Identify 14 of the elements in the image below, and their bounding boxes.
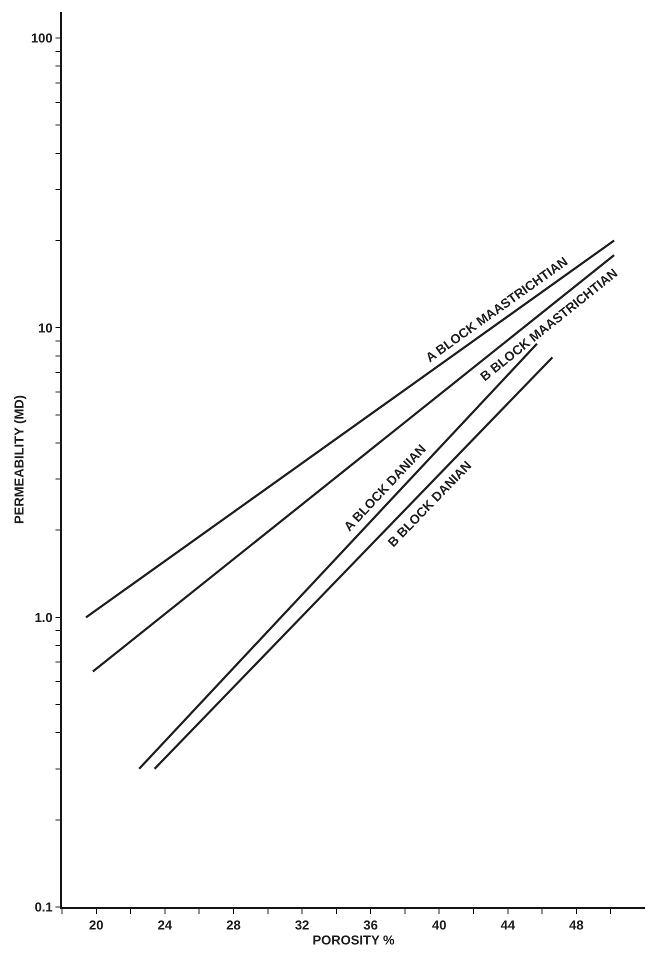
x-tick-label: 40	[432, 917, 446, 932]
x-tick-label: 20	[89, 917, 104, 932]
x-tick-label: 28	[226, 917, 241, 932]
x-tick-label: 44	[500, 917, 516, 932]
x-tick-label: 32	[294, 917, 310, 932]
x-tick-label: 24	[158, 917, 173, 932]
y-axis-title: PERMEABILITY (MD)	[11, 394, 26, 524]
x-tick-label: 48	[569, 917, 584, 932]
y-tick-label: 1.0	[34, 610, 53, 625]
y-tick-label: 10	[38, 320, 53, 336]
y-tick-label: 100	[30, 30, 53, 46]
x-tick-label: 36	[363, 917, 378, 932]
y-tick-label: 0.1	[34, 900, 53, 915]
x-axis-title: POROSITY %	[312, 932, 395, 948]
